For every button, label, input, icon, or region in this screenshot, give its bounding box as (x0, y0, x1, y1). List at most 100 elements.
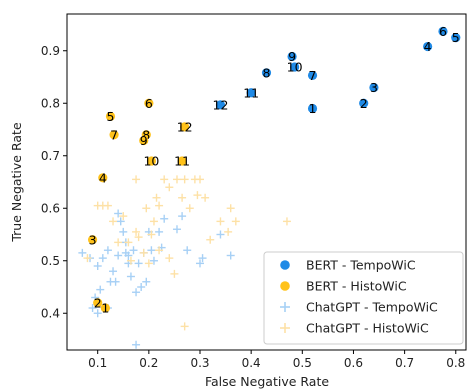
bert-point (287, 51, 297, 62)
chatgpt-point (114, 251, 123, 260)
chatgpt-point (196, 259, 204, 268)
chatgpt-point (142, 277, 151, 286)
x-axis-label: False Negative Rate (205, 374, 329, 389)
bert-point (177, 156, 187, 166)
chatgpt-point (129, 246, 138, 255)
bert-point (105, 111, 116, 121)
chatgpt-point (155, 227, 164, 236)
chatgpt-point (109, 217, 118, 226)
bert-point-label: 7 (309, 68, 317, 83)
chatgpt-point (196, 175, 204, 184)
chatgpt-point (134, 233, 143, 242)
bert-point (100, 303, 110, 313)
chatgpt-point (116, 217, 125, 226)
bert-point-label: 6 (439, 24, 447, 39)
chatgpt-point (132, 288, 141, 297)
chatgpt-point (185, 204, 194, 213)
bert-point (290, 62, 300, 72)
chatgpt-point (124, 238, 133, 247)
chatgpt-point (198, 254, 207, 263)
bert-point-label: 7 (110, 127, 118, 142)
legend-label: BERT - HistoWiC (306, 279, 407, 294)
y-tick-label: 0.7 (41, 149, 60, 163)
legend-label: BERT - TempoWiC (306, 258, 416, 273)
chatgpt-point (149, 256, 158, 265)
bert-point-label: 3 (370, 80, 378, 95)
legend-marker (280, 260, 290, 270)
bert-point-label: 1 (309, 101, 317, 116)
chatgpt-point (282, 217, 291, 226)
bert-point (423, 41, 433, 52)
chatgpt-point (201, 193, 210, 202)
legend-marker (280, 323, 290, 333)
y-tick-label: 0.8 (41, 96, 60, 110)
y-tick-label: 0.9 (41, 44, 60, 58)
chatgpt-point (98, 254, 107, 263)
bert-point (180, 122, 190, 132)
bert-point (359, 98, 369, 108)
chatgpt-point (137, 283, 146, 291)
chatgpt-point (170, 269, 179, 278)
legend-marker (280, 302, 290, 312)
chatgpt-point (160, 214, 169, 223)
y-tick-label: 0.4 (41, 306, 60, 320)
chatgpt-point (78, 248, 87, 257)
chatgpt-point (172, 225, 181, 234)
bert-point-label: 12 (177, 119, 193, 134)
y-tick-label: 0.6 (41, 201, 60, 215)
chatgpt-point (124, 251, 133, 260)
bert-point (438, 26, 448, 36)
bert-point (261, 68, 272, 78)
bert-point-label: 2 (360, 96, 368, 111)
chatgpt-point (231, 217, 240, 226)
bert-point-label: 5 (452, 30, 460, 45)
chatgpt-point (114, 209, 123, 218)
bert-point-label: 10 (287, 60, 303, 75)
chatgpt-point (103, 246, 112, 255)
chatgpt-point (144, 259, 153, 268)
bert-point (146, 156, 157, 166)
chatgpt-point (126, 256, 135, 265)
chatgpt-point (83, 254, 92, 263)
bert-point-label: 5 (107, 109, 115, 124)
chatgpt-point (126, 272, 135, 281)
chatgpt-point (96, 285, 105, 294)
bert-point (144, 98, 154, 108)
chatgpt-point (147, 230, 156, 239)
bert-point-label: 9 (140, 133, 148, 148)
chatgpt-point (103, 201, 112, 210)
chatgpt-point (165, 254, 174, 263)
chatgpt-point (155, 201, 164, 210)
chatgpt-point (132, 227, 141, 236)
x-tick-label: 0.5 (293, 356, 312, 370)
chatgpt-point (142, 204, 151, 213)
bert-point-label: 11 (243, 85, 259, 100)
chatgpt-point (178, 212, 187, 221)
x-tick-label: 0.8 (446, 356, 465, 370)
bert-point (246, 88, 256, 98)
bert-point (215, 100, 226, 110)
chatgpt-point (147, 246, 156, 255)
legend-label: ChatGPT - HistoWiC (306, 321, 429, 336)
bert-point-label: 8 (263, 65, 271, 80)
chatgpt-point (178, 193, 187, 202)
bert-point-label: 9 (288, 49, 296, 64)
chatgpt-point (165, 183, 174, 192)
bert-point (109, 130, 119, 140)
bert-point-label: 6 (145, 96, 153, 111)
x-tick-label: 0.1 (88, 356, 107, 370)
bert-point (87, 235, 98, 245)
bert-point (93, 298, 103, 308)
bert-point (139, 135, 149, 146)
bert-point-label: 1 (101, 301, 109, 316)
chatgpt-point (109, 267, 118, 276)
chatgpt-point (111, 277, 120, 286)
bert-point (369, 82, 379, 93)
chatgpt-point (119, 212, 128, 221)
bert-point-label: 2 (94, 295, 102, 310)
chatgpt-point (216, 230, 225, 239)
bert-point-label: 3 (89, 232, 97, 247)
chatgpt-point (183, 246, 192, 255)
